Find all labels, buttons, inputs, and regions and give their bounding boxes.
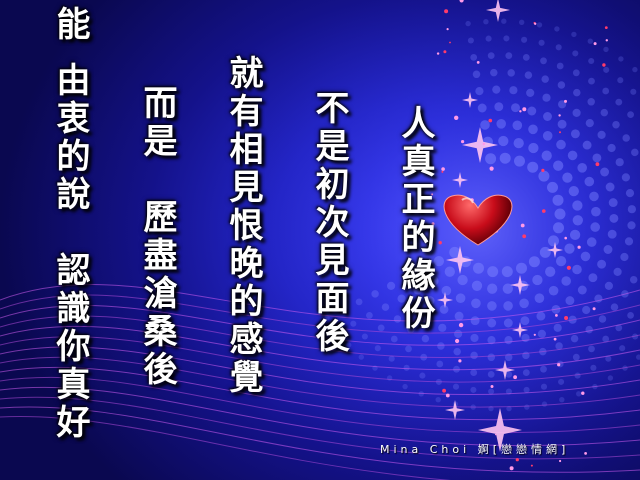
poem-line-2: 不是初次見面後 <box>312 90 346 356</box>
poem-line-4: 而是 歷盡滄桑後 <box>140 85 174 389</box>
artist-signature: Mina Choi 婀[戀戀情網] <box>380 441 569 457</box>
poem-line-3: 就有相見恨晚的感覺 <box>226 55 260 397</box>
poem-line-1: 人真正的緣份 <box>398 105 432 333</box>
poem-line-6: 能 <box>53 6 87 44</box>
poem-line-5: 由衷的說 認識你真好 <box>53 62 87 442</box>
